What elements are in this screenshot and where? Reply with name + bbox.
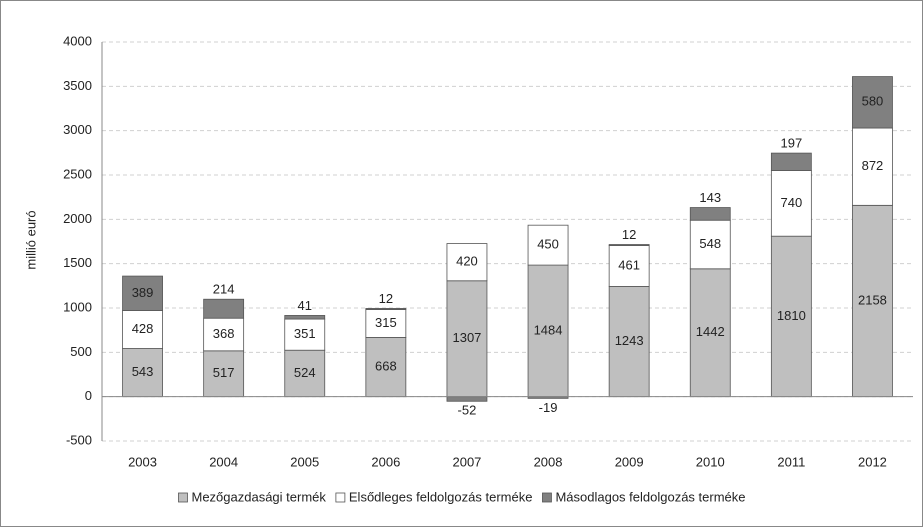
x-tick-label: 2010	[696, 454, 725, 469]
data-label: 143	[699, 190, 721, 205]
data-label: 389	[132, 285, 154, 300]
data-label: 428	[132, 321, 154, 336]
legend-item: Elsődleges feldolgozás terméke	[335, 489, 533, 504]
x-tick-label: 2012	[858, 454, 887, 469]
bar-segment	[689, 207, 731, 221]
data-label: 1243	[615, 333, 644, 348]
data-label: 461	[618, 257, 640, 272]
data-label: 351	[294, 326, 316, 341]
x-tick-label: 2004	[209, 454, 238, 469]
data-label: 1442	[696, 324, 725, 339]
legend-label: Másodlagos feldolgozás terméke	[555, 489, 745, 504]
data-label: 1484	[534, 322, 563, 337]
legend-item: Másodlagos feldolgozás terméke	[542, 489, 746, 504]
data-label: 420	[456, 254, 478, 269]
x-tick-label: 2005	[290, 454, 319, 469]
y-tick-label: 4000	[63, 33, 92, 48]
x-tick-label: 2003	[128, 454, 157, 469]
bar-segment	[608, 244, 650, 246]
legend-swatch	[335, 492, 346, 503]
bar-segment	[770, 170, 812, 237]
bar-segment	[446, 396, 488, 402]
data-label: -52	[458, 403, 477, 418]
legend-swatch	[178, 492, 188, 503]
bar-segment	[527, 264, 569, 398]
y-tick-label: 2500	[63, 166, 92, 181]
bar-segment	[284, 318, 326, 351]
x-tick-label: 2007	[452, 454, 481, 469]
data-label: 548	[699, 236, 721, 251]
bar-segment	[852, 76, 893, 129]
y-tick-label: 1500	[63, 255, 92, 270]
data-label: -19	[539, 400, 558, 415]
data-label: 214	[213, 282, 235, 297]
data-label: 668	[375, 358, 397, 373]
data-label: 450	[537, 237, 559, 252]
data-label: 524	[294, 365, 316, 380]
bar-segment	[446, 243, 488, 282]
bar-segment	[608, 286, 650, 398]
x-tick-label: 2006	[371, 454, 400, 469]
legend-label: Mezőgazdasági termék	[191, 489, 326, 504]
bar-segment	[608, 245, 650, 287]
bar-segment	[365, 337, 407, 398]
y-tick-label: 3000	[63, 122, 92, 137]
legend-item: Mezőgazdasági termék	[178, 489, 326, 504]
data-label: 872	[862, 158, 884, 173]
y-tick-label: -500	[66, 432, 92, 447]
data-label: 12	[622, 227, 636, 242]
data-label: 315	[375, 315, 397, 330]
data-label: 517	[213, 365, 235, 380]
data-label: 41	[298, 298, 312, 313]
data-label: 12	[379, 291, 393, 306]
data-label: 197	[780, 136, 802, 151]
bar-segment	[122, 348, 163, 398]
bar-segment	[770, 235, 812, 398]
bar-segment	[203, 317, 245, 352]
legend-swatch	[542, 492, 552, 503]
bar-segment	[689, 219, 731, 270]
bar-segment	[122, 275, 163, 311]
bar-segment	[284, 315, 326, 320]
bar-segment	[203, 298, 245, 319]
x-tick-label: 2011	[777, 454, 805, 469]
data-label: 1307	[452, 330, 481, 345]
data-label: 543	[132, 364, 154, 379]
data-label: 368	[213, 326, 235, 341]
y-tick-label: 1000	[63, 299, 92, 314]
bar-segment	[527, 224, 569, 266]
bar-segment	[852, 204, 893, 398]
data-label: 1810	[777, 308, 806, 323]
y-tick-label: 3500	[63, 78, 92, 93]
data-label: 740	[780, 195, 802, 210]
bar-segment	[446, 280, 488, 398]
data-label: 2158	[858, 292, 887, 307]
bar-segment	[770, 152, 812, 171]
y-tick-label: 0	[85, 388, 92, 403]
bar-segment	[689, 268, 731, 398]
y-tick-label: 2000	[63, 211, 92, 226]
y-tick-label: 500	[70, 344, 92, 359]
legend-label: Elsődleges feldolgozás terméke	[349, 489, 533, 504]
x-tick-label: 2009	[615, 454, 644, 469]
x-tick-label: 2008	[534, 454, 563, 469]
data-label: 580	[862, 94, 884, 109]
bar-segment	[852, 127, 893, 206]
y-axis-label: millió euró	[23, 210, 38, 269]
bar-segment	[365, 308, 407, 310]
